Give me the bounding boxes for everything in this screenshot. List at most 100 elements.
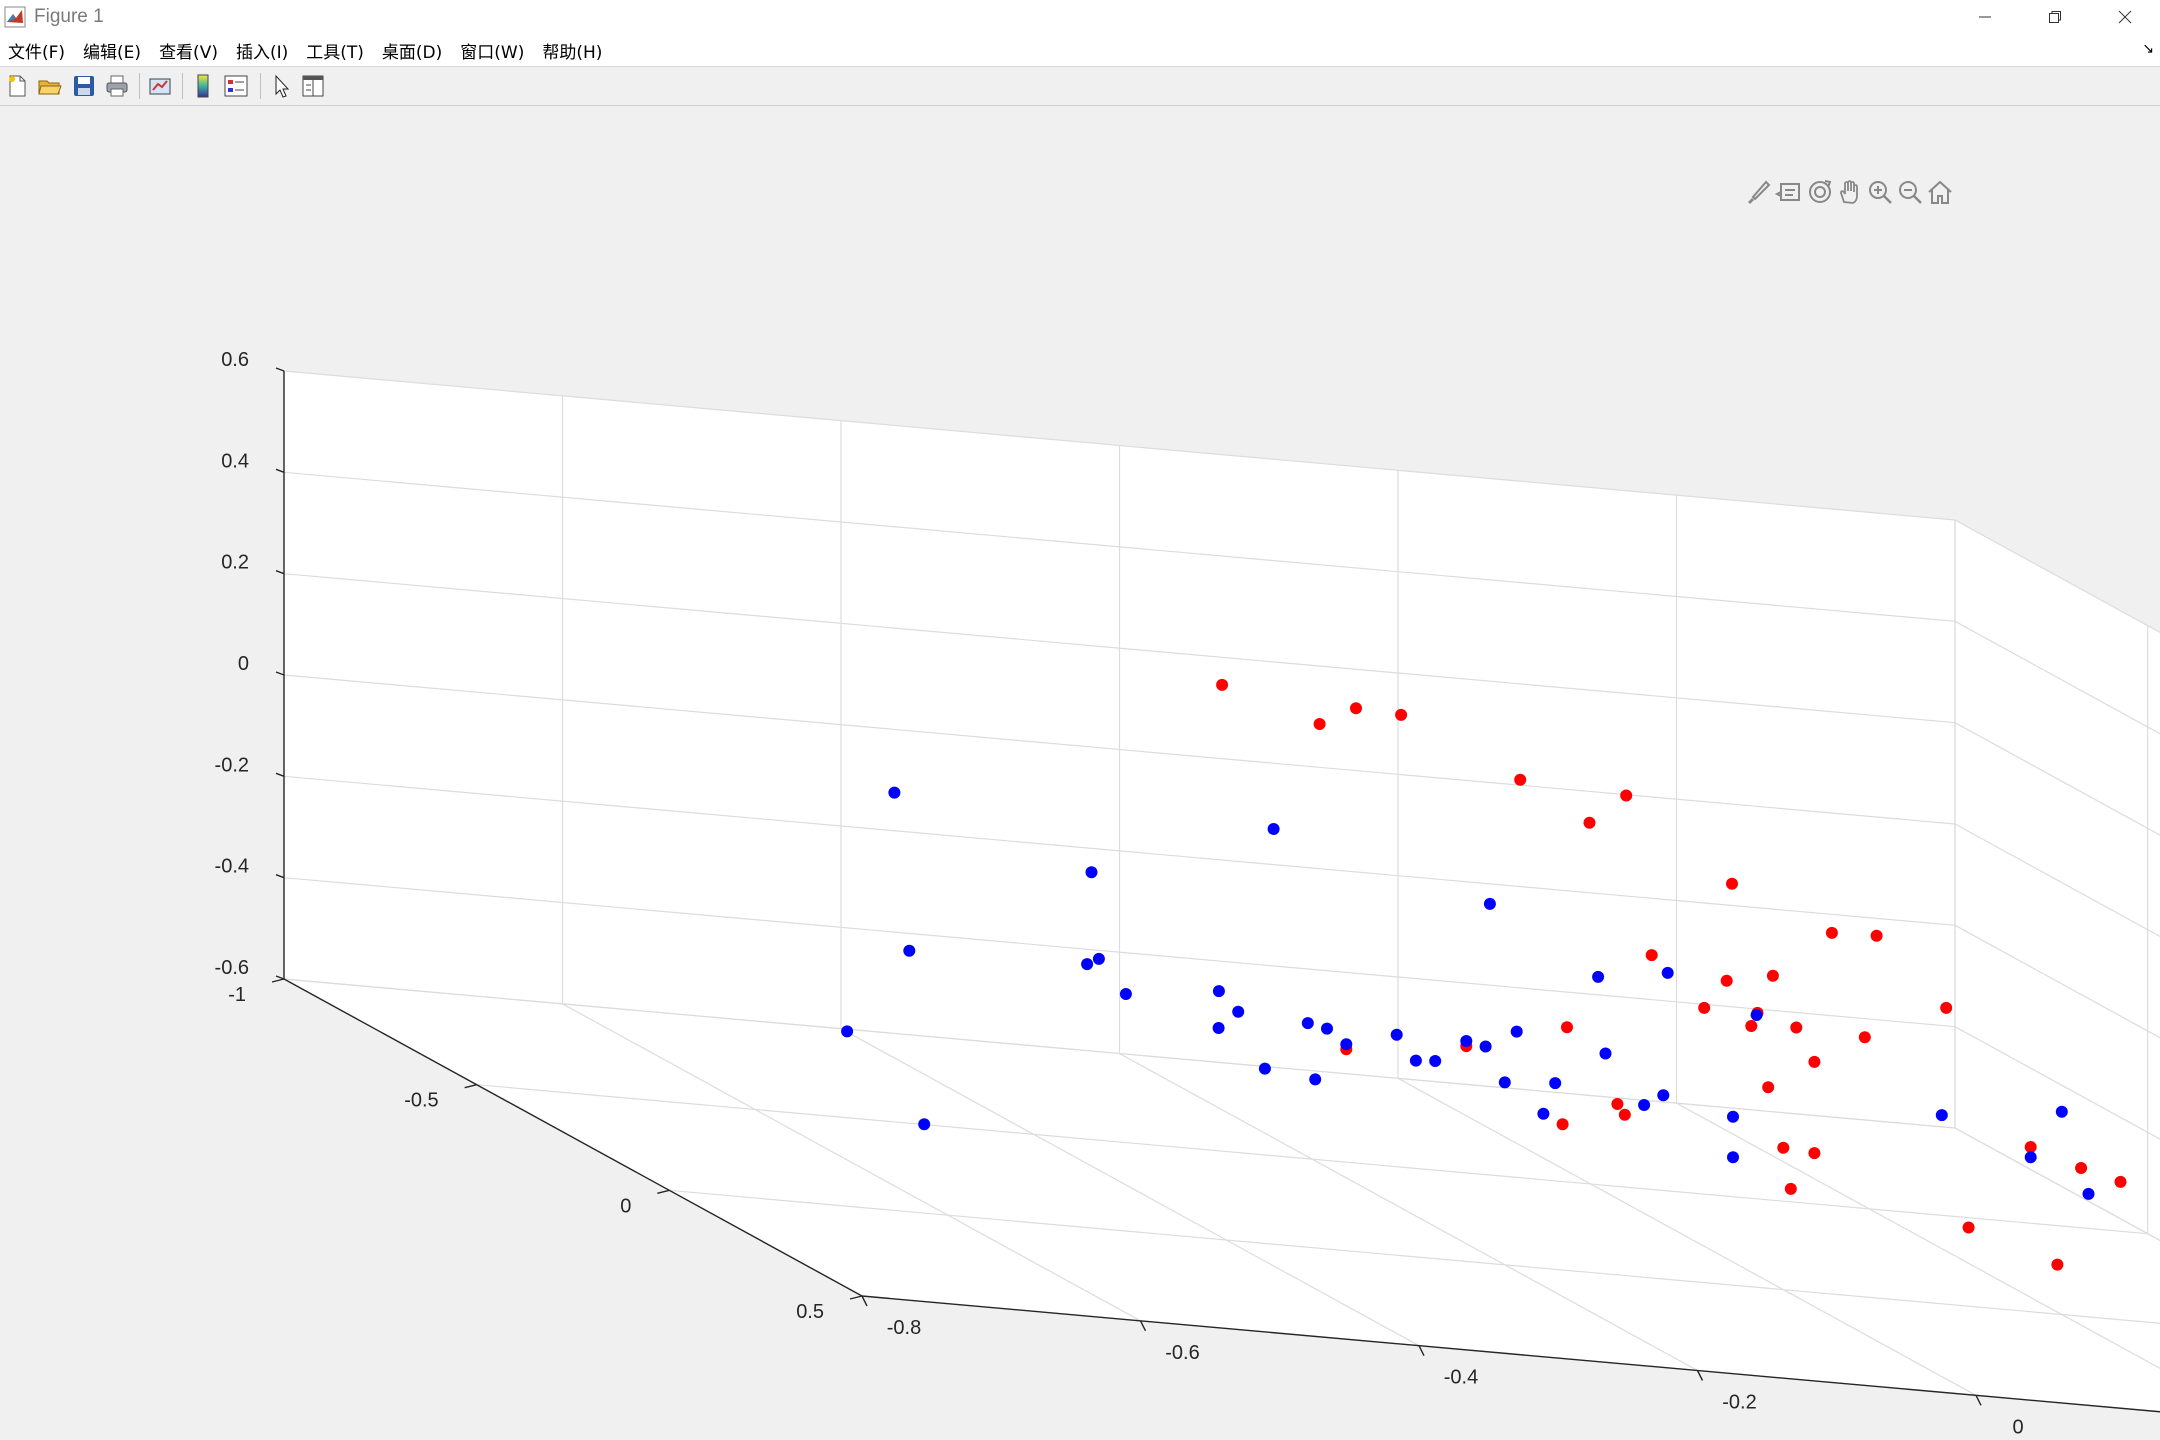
blue-data-point[interactable] (1460, 1035, 1473, 1047)
blue-data-point[interactable] (1340, 1038, 1353, 1051)
open-file-icon[interactable] (37, 73, 63, 99)
blue-data-point[interactable] (1479, 1040, 1492, 1053)
menu-tools[interactable]: 工具(T) (306, 42, 364, 63)
save-icon[interactable] (71, 73, 97, 99)
blue-data-point[interactable] (1510, 1025, 1523, 1038)
minimize-button[interactable] (1950, 0, 2020, 34)
edit-plot-icon[interactable] (268, 73, 294, 99)
colorbar-icon[interactable] (190, 73, 216, 99)
zoom-out-icon[interactable] (1896, 178, 1924, 206)
red-data-point[interactable] (1645, 949, 1658, 962)
pan-icon[interactable] (1836, 178, 1864, 206)
blue-data-point[interactable] (1267, 823, 1280, 835)
blue-data-point[interactable] (1119, 988, 1132, 1000)
red-data-point[interactable] (2075, 1162, 2088, 1174)
menu-edit[interactable]: 编辑(E) (83, 42, 142, 63)
home-icon[interactable] (1926, 178, 1954, 206)
red-data-point[interactable] (1962, 1221, 1975, 1234)
red-data-point[interactable] (2024, 1141, 2037, 1153)
blue-data-point[interactable] (1638, 1099, 1651, 1111)
blue-data-point[interactable] (903, 944, 916, 957)
red-data-point[interactable] (1745, 1020, 1758, 1032)
red-data-point[interactable] (1620, 789, 1633, 802)
blue-data-point[interactable] (1212, 1022, 1225, 1034)
red-data-point[interactable] (1808, 1147, 1821, 1160)
close-button[interactable] (2090, 0, 2160, 34)
brush-icon[interactable] (1744, 178, 1772, 206)
blue-data-point[interactable] (1212, 985, 1225, 998)
blue-data-point[interactable] (1081, 958, 1094, 971)
red-data-point[interactable] (1766, 969, 1779, 982)
red-data-point[interactable] (1762, 1081, 1775, 1094)
blue-data-point[interactable] (2024, 1151, 2037, 1164)
blue-data-point[interactable] (2082, 1187, 2095, 1200)
link-plot-icon[interactable] (147, 73, 173, 99)
blue-data-point[interactable] (1750, 1009, 1763, 1021)
blue-data-point[interactable] (1935, 1109, 1948, 1122)
red-data-point[interactable] (1726, 877, 1738, 890)
blue-data-point[interactable] (1321, 1022, 1333, 1035)
data-points[interactable] (841, 678, 2160, 1271)
restore-button[interactable] (2020, 0, 2090, 34)
dock-arrow-icon[interactable]: ↘ (2142, 40, 2154, 56)
blue-data-point[interactable] (1390, 1028, 1403, 1041)
blue-data-point[interactable] (888, 786, 901, 799)
menu-insert[interactable]: 插入(I) (235, 42, 289, 63)
red-data-point[interactable] (1216, 678, 1229, 691)
rotate-3d-icon[interactable] (1806, 178, 1834, 206)
blue-data-point[interactable] (1498, 1076, 1511, 1089)
blue-data-point[interactable] (2055, 1105, 2068, 1118)
red-data-point[interactable] (1514, 773, 1527, 786)
blue-data-point[interactable] (1085, 866, 1098, 879)
blue-data-point[interactable] (1429, 1055, 1442, 1067)
blue-data-point[interactable] (1309, 1073, 1322, 1086)
blue-data-point[interactable] (1258, 1062, 1271, 1075)
blue-data-point[interactable] (1301, 1017, 1314, 1030)
red-data-point[interactable] (1790, 1021, 1803, 1034)
blue-data-point[interactable] (1549, 1077, 1562, 1090)
blue-data-point[interactable] (1232, 1005, 1245, 1018)
red-data-point[interactable] (1611, 1098, 1624, 1110)
red-data-point[interactable] (1777, 1141, 1790, 1154)
blue-data-point[interactable] (918, 1118, 931, 1131)
blue-data-point[interactable] (1592, 970, 1605, 983)
red-data-point[interactable] (1556, 1118, 1569, 1131)
red-data-point[interactable] (1940, 1001, 1953, 1014)
red-data-point[interactable] (1350, 702, 1362, 715)
menu-window[interactable]: 窗口(W) (460, 42, 525, 63)
red-data-point[interactable] (1583, 816, 1596, 829)
red-data-point[interactable] (1858, 1031, 1871, 1044)
datatip-icon[interactable] (1774, 178, 1803, 206)
property-inspector-icon[interactable] (300, 73, 326, 99)
red-data-point[interactable] (1784, 1182, 1797, 1195)
red-data-point[interactable] (1720, 974, 1733, 987)
blue-data-point[interactable] (1537, 1107, 1550, 1120)
blue-data-point[interactable] (1727, 1110, 1739, 1123)
blue-data-point[interactable] (1092, 952, 1105, 965)
red-data-point[interactable] (2051, 1258, 2064, 1271)
zoom-in-icon[interactable] (1866, 178, 1894, 206)
blue-data-point[interactable] (1727, 1151, 1739, 1164)
scatter3-plot[interactable]: -0.6 -0.4 -0.2 0 0.2 0.4 0.6 -1 -0.5 0 0.5 -0.8 -0.6… (0, 105, 2160, 1440)
red-data-point[interactable] (2114, 1175, 2127, 1188)
red-data-point[interactable] (1808, 1055, 1821, 1068)
menu-file[interactable]: 文件(F) (8, 42, 66, 63)
red-data-point[interactable] (1870, 929, 1883, 942)
print-icon[interactable] (104, 73, 130, 99)
menu-view[interactable]: 查看(V) (159, 42, 218, 63)
blue-data-point[interactable] (1599, 1047, 1612, 1060)
red-data-point[interactable] (1395, 708, 1408, 721)
menu-help[interactable]: 帮助(H) (542, 42, 603, 63)
menu-desktop[interactable]: 桌面(D) (381, 42, 443, 63)
red-data-point[interactable] (1698, 1001, 1711, 1014)
blue-data-point[interactable] (1661, 966, 1674, 979)
red-data-point[interactable] (1313, 718, 1326, 730)
blue-data-point[interactable] (1409, 1054, 1422, 1067)
blue-data-point[interactable] (841, 1025, 854, 1038)
red-data-point[interactable] (1561, 1021, 1573, 1034)
blue-data-point[interactable] (1483, 897, 1496, 910)
red-data-point[interactable] (1618, 1108, 1631, 1121)
legend-icon[interactable] (223, 73, 249, 99)
blue-data-point[interactable] (1657, 1089, 1670, 1102)
red-data-point[interactable] (1825, 926, 1838, 939)
